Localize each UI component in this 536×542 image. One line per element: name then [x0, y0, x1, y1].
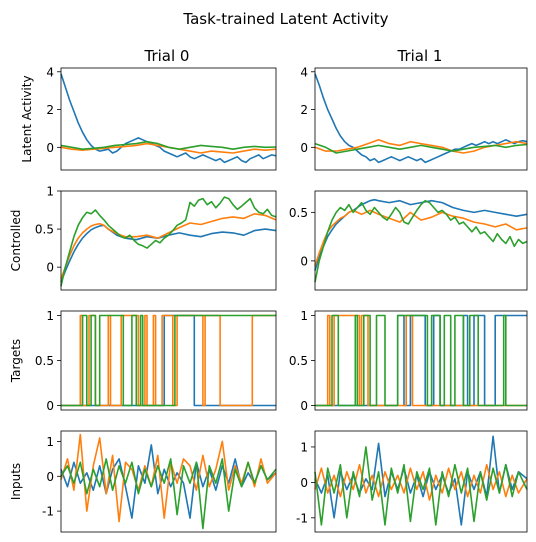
subplot-3-0: -1 0 1 Inputs [9, 430, 277, 533]
series-line-2 [60, 196, 277, 287]
axes-frame [314, 430, 528, 533]
y-tick-label: 0 [300, 141, 308, 155]
subplot-2-1: 00.51 [289, 309, 528, 413]
y-tick-label: 0 [46, 261, 54, 275]
series-line-1 [314, 209, 528, 266]
subplot-1-1: 00.5 [289, 190, 528, 291]
series-line-0 [314, 198, 528, 271]
y-tick-label: -1 [42, 505, 54, 519]
subplot-0-0: 0 2 4 Latent Activity [20, 65, 277, 171]
y-tick-label: 1 [46, 185, 54, 199]
series-line-1 [60, 213, 277, 279]
series-line-2 [61, 314, 276, 407]
series-line-0 [60, 73, 277, 164]
series-line-2 [60, 140, 277, 150]
subplot-1-0: 0 0.5 1 Controlled [9, 185, 277, 291]
subplot-0-1: 0 2 4 [300, 65, 528, 171]
y-tick-label: 0 [300, 254, 308, 268]
series-line-2 [314, 142, 528, 154]
series-line-2 [315, 314, 527, 407]
y-tick-label: 0.5 [35, 223, 54, 237]
figure-title: Task-trained Latent Activity [182, 10, 388, 28]
axes-frame [314, 67, 528, 171]
y-tick-label: 1 [46, 309, 54, 323]
y-tick-label: 0 [300, 476, 308, 490]
axes-frame [60, 430, 277, 533]
subplot-3-1: -1 0 1 [296, 430, 528, 533]
y-tick-label: 0 [300, 399, 308, 413]
series-line-0 [60, 224, 277, 283]
row-label: Latent Activity [20, 75, 34, 162]
series-line-1 [61, 314, 276, 407]
y-tick-label: 1 [300, 309, 308, 323]
y-tick-label: 2 [46, 103, 54, 117]
y-tick-label: 0.5 [289, 206, 308, 220]
y-tick-label: 4 [300, 65, 308, 79]
y-tick-label: 1 [46, 435, 54, 449]
row-label: Targets [9, 339, 23, 383]
row-label: Inputs [9, 463, 23, 500]
series-line-0 [315, 314, 527, 407]
y-tick-label: 0 [46, 470, 54, 484]
y-tick-label: -1 [296, 511, 308, 525]
row-label: Controlled [9, 210, 23, 272]
axes-frame [60, 67, 277, 171]
y-tick-label: 1 [300, 440, 308, 454]
y-tick-label: 4 [46, 65, 54, 79]
subplot-2-0: 0 0.5 1 Targets [9, 309, 277, 413]
axes-frame [60, 310, 277, 411]
y-tick-label: 0.5 [289, 354, 308, 368]
series-line-2 [314, 446, 528, 526]
series-line-2 [60, 458, 277, 530]
axes-frame [314, 190, 528, 291]
axes-frame [60, 190, 277, 291]
column-title-trial-0: Trial 0 [144, 47, 190, 65]
series-line-0 [314, 73, 528, 164]
column-title-trial-1: Trial 1 [397, 47, 443, 65]
y-tick-label: 2 [300, 103, 308, 117]
y-tick-label: 0 [46, 399, 54, 413]
series-line-2 [314, 199, 528, 283]
series-line-1 [60, 433, 277, 523]
y-tick-label: 0 [46, 141, 54, 155]
series-line-0 [61, 314, 276, 407]
y-tick-label: 0.5 [35, 354, 54, 368]
